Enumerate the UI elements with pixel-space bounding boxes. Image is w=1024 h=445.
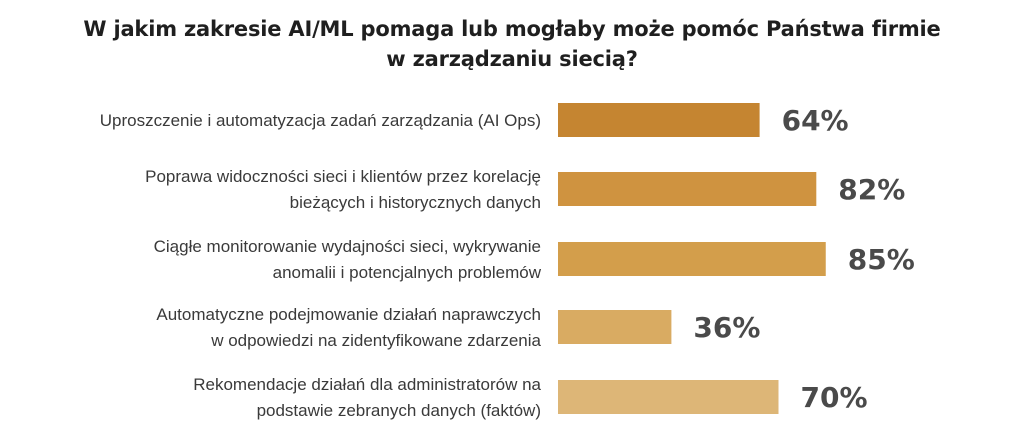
value-label-1: 64%: [782, 104, 849, 137]
value-label-2: 82%: [838, 173, 905, 206]
chart-title-line-2: w zarządzaniu siecią?: [386, 47, 638, 71]
bar-5: [558, 380, 779, 414]
category-label-5-line-1: Rekomendacje działań dla administratorów…: [193, 375, 541, 394]
category-label-3-line-1: Ciągłe monitorowanie wydajności sieci, w…: [154, 237, 541, 256]
category-label-1-line-1: Uproszczenie i automatyzacja zadań zarzą…: [100, 111, 541, 130]
bar-2: [558, 172, 817, 206]
bar-3: [558, 242, 826, 276]
chart-title: W jakim zakresie AI/ML pomaga lub mogłab…: [0, 14, 1024, 74]
category-label-2-line-1: Poprawa widoczności sieci i klientów prz…: [145, 167, 541, 186]
bar-4: [558, 310, 672, 344]
chart-title-line-1: W jakim zakresie AI/ML pomaga lub mogłab…: [83, 17, 941, 41]
category-label-3-line-2: anomalii i potencjalnych problemów: [273, 263, 542, 282]
category-label-4-line-2: w odpowiedzi na zidentyfikowane zdarzeni…: [210, 331, 541, 350]
category-label-5-line-2: podstawie zebranych danych (faktów): [257, 401, 541, 420]
category-label-4-line-1: Automatyczne podejmowanie działań napraw…: [156, 305, 541, 324]
value-label-3: 85%: [848, 243, 915, 276]
bar-1: [558, 103, 760, 137]
value-label-5: 70%: [801, 381, 868, 414]
category-label-2-line-2: bieżących i historycznych danych: [290, 193, 541, 212]
value-label-4: 36%: [693, 311, 760, 344]
